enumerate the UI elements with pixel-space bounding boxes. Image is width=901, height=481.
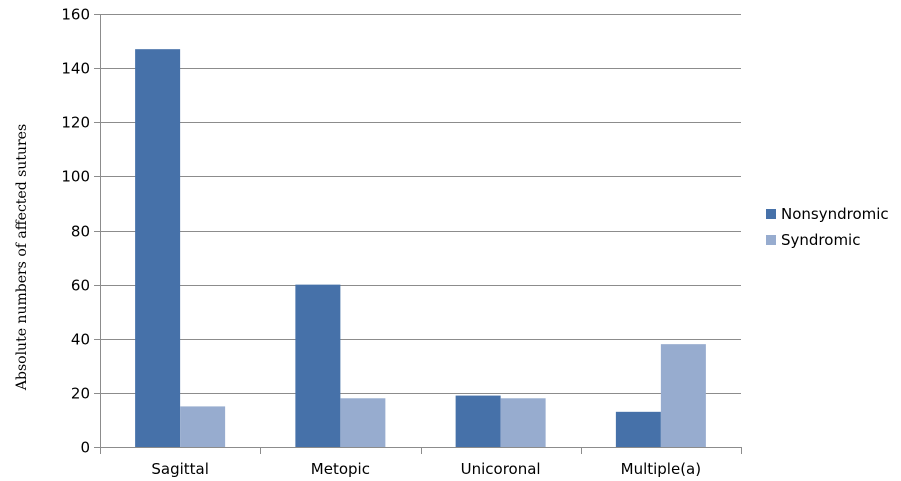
axes [94, 14, 742, 454]
legend-label: Nonsyndromic [781, 205, 889, 223]
y-tick-label: 80 [71, 223, 90, 241]
x-category-labels: Sagittal Metopic Unicoronal Multiple(a) [151, 460, 701, 478]
y-axis-title: Absolute numbers of affected sutures [14, 124, 30, 391]
y-tick-label: 120 [61, 114, 90, 132]
x-category-label: Sagittal [151, 460, 209, 478]
bars [135, 49, 706, 448]
bar-nonsyndromic-metopic [295, 284, 341, 447]
y-tick-label: 140 [61, 60, 90, 78]
y-tick-label: 40 [71, 331, 90, 349]
y-tick-labels: 0 20 40 60 80 100 120 140 160 [61, 6, 90, 457]
legend: Nonsyndromic Syndromic [766, 205, 889, 249]
bar-nonsyndromic-sagittal [135, 49, 181, 448]
legend-label: Syndromic [781, 231, 860, 249]
bar-syndromic-sagittal [180, 406, 226, 447]
y-tick-label: 160 [61, 6, 90, 24]
bar-nonsyndromic-multiple-a- [615, 411, 661, 447]
legend-swatch [766, 209, 776, 219]
y-tick-label: 20 [71, 385, 90, 403]
y-tick-label: 60 [71, 277, 90, 295]
x-category-label: Multiple(a) [621, 460, 701, 478]
gridlines [100, 14, 741, 394]
legend-swatch [766, 235, 776, 245]
bar-syndromic-unicoronal [500, 398, 546, 447]
y-tick-label: 100 [61, 168, 90, 186]
bar-nonsyndromic-unicoronal [455, 395, 501, 447]
y-tick-label: 0 [80, 439, 90, 457]
x-category-label: Metopic [311, 460, 370, 478]
bar-syndromic-multiple-a- [660, 344, 706, 447]
bar-syndromic-metopic [340, 398, 386, 447]
x-category-label: Unicoronal [461, 460, 541, 478]
